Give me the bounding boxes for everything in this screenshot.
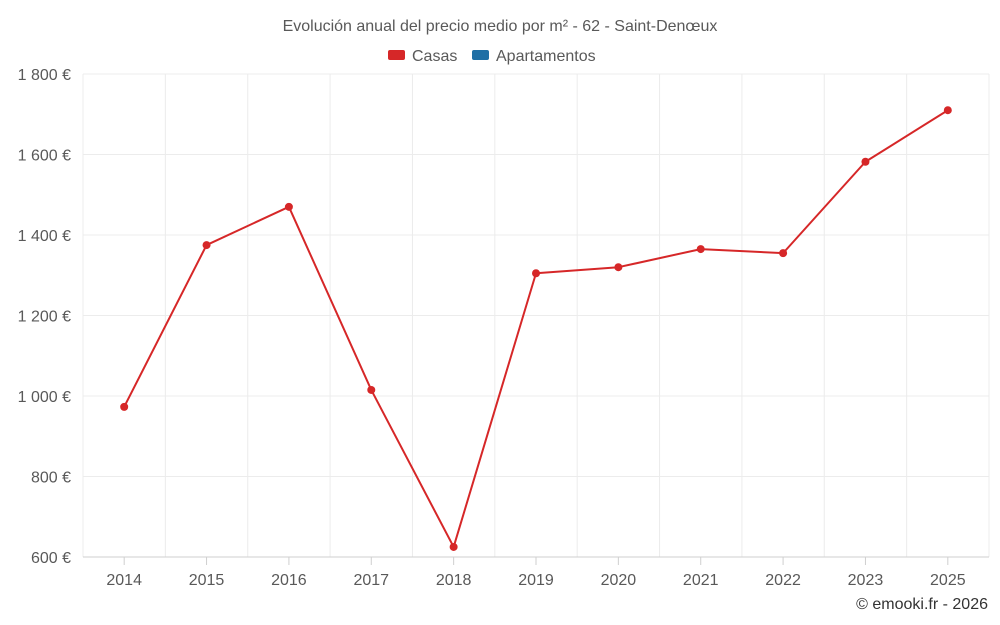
data-point-casas[interactable]	[943, 106, 952, 115]
y-tick-label: 1 800 €	[18, 67, 71, 84]
legend-label-apartamentos: Apartamentos	[496, 48, 596, 65]
x-tick-label: 2021	[683, 572, 719, 589]
legend-item-apartamentos[interactable]: Apartamentos	[472, 48, 596, 65]
legend: Casas Apartamentos	[388, 48, 596, 65]
legend-swatch-apartamentos	[472, 50, 489, 60]
x-tick-label: 2020	[601, 572, 637, 589]
legend-label-casas: Casas	[412, 48, 457, 65]
data-point-casas[interactable]	[449, 542, 458, 551]
data-point-casas[interactable]	[202, 241, 211, 250]
x-tick-label: 2016	[271, 572, 307, 589]
data-point-casas[interactable]	[532, 269, 540, 278]
y-tick-label: 1 400 €	[18, 228, 71, 245]
series-casas	[120, 106, 952, 551]
y-axis: 600 € 800 € 1 000 € 1 200 € 1 400 € 1 600 € 1 …	[18, 67, 71, 567]
x-tick-label: 2014	[106, 572, 142, 589]
y-tick-label: 800 €	[31, 470, 71, 487]
credit: © emooki.fr - 2026	[856, 596, 988, 613]
x-tick-label: 2019	[518, 572, 554, 589]
x-tick-label: 2015	[189, 572, 225, 589]
data-point-casas[interactable]	[696, 245, 705, 254]
data-point-casas[interactable]	[614, 263, 623, 272]
x-tick-label: 2025	[930, 572, 966, 589]
data-point-casas[interactable]	[120, 402, 129, 411]
data-point-casas[interactable]	[284, 202, 293, 211]
data-point-casas[interactable]	[367, 385, 376, 394]
y-tick-label: 1 000 €	[18, 389, 71, 406]
y-tick-label: 1 200 €	[18, 309, 71, 326]
x-tick-label: 2022	[765, 572, 801, 589]
legend-item-casas[interactable]: Casas	[388, 48, 457, 65]
legend-swatch-casas	[388, 50, 405, 60]
data-point-casas[interactable]	[779, 249, 788, 258]
data-point-casas[interactable]	[861, 157, 870, 166]
x-tick-label: 2018	[436, 572, 472, 589]
chart-title: Evolución anual del precio medio por m² …	[283, 18, 718, 35]
y-tick-label: 600 €	[31, 550, 71, 567]
x-tick-label: 2023	[848, 572, 884, 589]
x-tick-label: 2017	[353, 572, 389, 589]
y-tick-label: 1 600 €	[18, 148, 71, 165]
grid	[82, 73, 990, 557]
x-axis: 2014 2015 2016 2017 2018 2019 2020 2021 2022 2023…	[83, 556, 989, 589]
